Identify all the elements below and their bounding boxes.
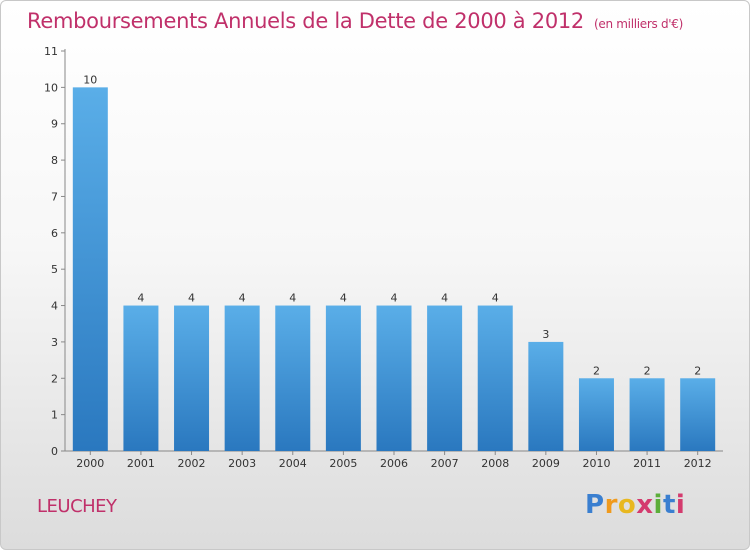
logo-letter: i [653,490,663,520]
data-label: 4 [137,292,144,305]
logo-letter: r [604,490,618,520]
x-tick-label: 2001 [127,457,155,470]
logo-letter: t [662,490,676,520]
x-tick-label: 2008 [481,457,509,470]
y-tick-label: 3 [51,336,58,349]
x-tick-label: 2006 [380,457,408,470]
x-tick-label: 2009 [532,457,560,470]
data-label: 4 [492,292,499,305]
chart-subtitle: (en milliers d'€) [594,17,684,31]
y-tick-label: 0 [51,445,58,458]
logo-letter: o [617,490,637,520]
data-label: 2 [644,364,651,377]
x-tick-label: 2010 [582,457,610,470]
x-tick-label: 2003 [228,457,256,470]
bar [174,305,210,451]
data-label: 3 [542,328,549,341]
logo-letter: P [585,490,605,520]
y-tick-label: 11 [44,45,58,58]
y-tick-label: 7 [51,190,58,203]
y-tick-label: 1 [51,409,58,422]
x-tick-label: 2002 [178,457,206,470]
data-label: 2 [593,364,600,377]
bar [123,305,159,451]
bar [275,305,311,451]
y-tick-label: 6 [51,227,58,240]
data-label: 10 [83,73,97,86]
bar [224,305,260,451]
bar [72,87,108,451]
y-tick-label: 5 [51,263,58,276]
chart-title-text: Remboursements Annuels de la Dette de 20… [27,9,584,33]
logo-letter: i [675,490,686,520]
proxiti-logo: Proxiti [585,490,685,520]
data-label: 4 [289,292,296,305]
data-label: 4 [391,292,398,305]
bar [325,305,361,451]
bar [477,305,513,451]
data-label: 4 [441,292,448,305]
x-tick-label: 2011 [633,457,661,470]
y-tick-label: 9 [51,118,58,131]
chart-title: Remboursements Annuels de la Dette de 20… [27,9,683,33]
y-tick-label: 8 [51,154,58,167]
x-tick-label: 2000 [76,457,104,470]
bar [427,305,463,451]
data-label: 4 [188,292,195,305]
bar [629,378,665,451]
x-tick-label: 2005 [329,457,357,470]
place-name: LEUCHEY [37,496,117,517]
data-label: 2 [694,364,701,377]
x-tick-label: 2004 [279,457,307,470]
logo-letter: x [636,490,654,520]
x-tick-label: 2012 [684,457,712,470]
bar [528,341,564,451]
data-label: 4 [340,292,347,305]
x-tick-label: 2007 [431,457,459,470]
data-label: 4 [239,292,246,305]
bar [376,305,412,451]
bar [578,378,614,451]
y-tick-label: 10 [44,81,58,94]
bar [680,378,716,451]
y-tick-label: 2 [51,372,58,385]
y-tick-label: 4 [51,300,58,313]
